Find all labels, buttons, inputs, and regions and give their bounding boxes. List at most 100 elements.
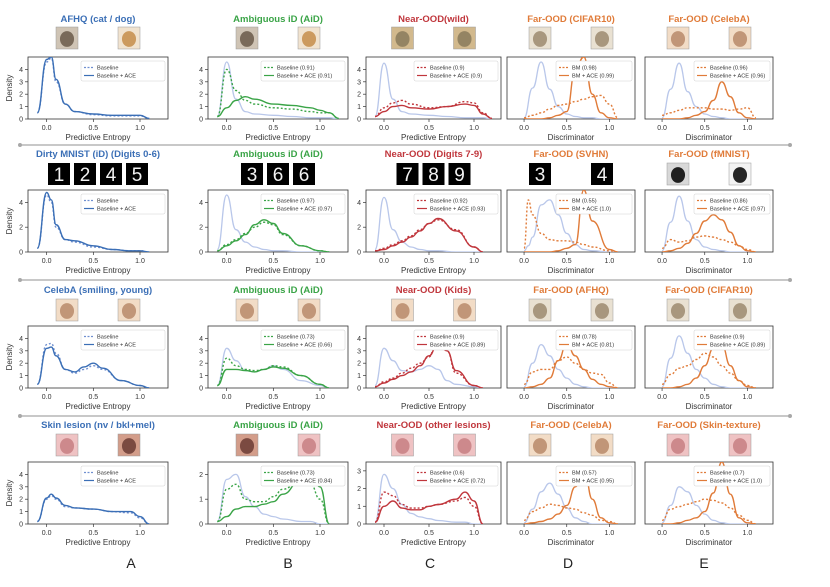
face-thumbnail-shape: [732, 31, 748, 47]
y-tick-label: 4: [199, 200, 203, 207]
x-tick-label: 0.5: [268, 394, 278, 401]
legend-box: [80, 465, 166, 487]
x-tick-label: 0.0: [379, 125, 389, 132]
digit-glyph: 3: [247, 165, 258, 186]
digit-glyph: 7: [402, 165, 413, 186]
legend-label-baseline: BM (0.55): [572, 199, 597, 205]
y-tick-label: 3: [199, 348, 203, 355]
digit-thumbnail: [293, 163, 315, 185]
x-axis-label: Predictive Entropy: [246, 266, 311, 275]
panel-r4-c5: Far-OOD (Skin-texture) 0.0 0.5 1.0 Discrimin…: [644, 420, 774, 547]
x-axis-label: Predictive Entropy: [401, 538, 466, 547]
y-tick-label: 4: [19, 200, 23, 207]
x-axis-label: Predictive Entropy: [401, 266, 466, 275]
face-thumbnail-shape: [59, 303, 75, 319]
plot-frame: [27, 56, 169, 120]
digit-thumbnail: [396, 163, 419, 185]
y-axis-label: Density: [5, 208, 14, 235]
x-tick-label: 0.5: [268, 530, 278, 537]
reference-curve: [523, 199, 618, 252]
skin-thumbnail-shape: [670, 438, 686, 454]
x-tick-label: 0.0: [657, 258, 667, 265]
y-tick-label: 1: [199, 497, 203, 504]
x-tick-label: 0.5: [268, 125, 278, 132]
x-tick-label: 0.5: [268, 258, 278, 265]
ace-curve: [217, 95, 339, 119]
baseline-curve: [374, 99, 493, 119]
y-axis-label: Density: [5, 75, 14, 102]
x-tick-label: 1.0: [315, 258, 325, 265]
plot-frame: [506, 325, 636, 389]
legend-box: [693, 193, 771, 215]
wild-thumbnail-shape: [395, 31, 410, 47]
panel-title: Dirty MNIST (iD) (Digits 0-6): [36, 149, 160, 160]
x-tick-label: 0.5: [424, 125, 434, 132]
legend-label-baseline: Baseline (0.73): [277, 471, 315, 477]
column-letter-e: E: [699, 555, 708, 571]
plot-frame: [27, 461, 169, 525]
x-tick-label: 0.5: [88, 125, 98, 132]
face-thumbnail-shape: [457, 303, 472, 319]
digit-thumbnail: [267, 163, 289, 185]
face-thumbnail-shape: [532, 438, 548, 454]
x-axis-label: Predictive Entropy: [66, 402, 131, 411]
wild-thumbnail-shape: [457, 31, 472, 47]
x-tick-label: 0.0: [42, 394, 52, 401]
ace-curve: [36, 57, 150, 119]
x-axis-label: Discriminator: [548, 266, 595, 275]
legend-box: [693, 465, 771, 487]
dog-thumbnail-shape: [121, 31, 137, 47]
x-tick-label: 0.0: [222, 530, 232, 537]
animal-thumbnail-shape: [532, 31, 548, 47]
legend-label-ace: BM + ACE (1.0): [572, 207, 611, 213]
skin-thumbnail-shape: [301, 438, 317, 454]
baseline-curve: [523, 199, 618, 252]
x-tick-label: 1.0: [135, 125, 145, 132]
x-tick-label: 0.5: [700, 530, 710, 537]
face-thumbnail-shape: [670, 31, 686, 47]
y-tick-label: 1: [357, 504, 361, 511]
y-tick-label: 4: [357, 67, 361, 74]
baseline-curve: [216, 478, 330, 524]
reference-curve: [523, 482, 618, 524]
baseline-curve: [662, 107, 757, 119]
divider-dot: [18, 278, 22, 282]
reference-curve: [374, 473, 483, 524]
x-tick-label: 1.0: [315, 394, 325, 401]
legend-label-ace: BM + ACE (0.95): [572, 479, 614, 485]
panel-title: Ambiguous iD (AiD): [233, 420, 323, 431]
ace-curve: [36, 493, 150, 524]
legend-box: [80, 60, 166, 82]
ace-curve: [36, 346, 150, 388]
y-tick-label: 4: [357, 336, 361, 343]
reference-curve: [661, 486, 756, 524]
y-tick-label: 3: [19, 484, 23, 491]
y-tick-label: 1: [19, 509, 23, 516]
y-tick-label: 0: [357, 386, 361, 393]
legend-box: [693, 329, 771, 351]
y-tick-label: 1: [199, 373, 203, 380]
y-tick-label: 0: [357, 117, 361, 124]
panel-title: AFHQ (cat / dog): [61, 14, 136, 25]
baseline-curve: [374, 219, 484, 252]
legend-label-baseline: BM (0.57): [572, 471, 597, 477]
legend-label-ace: Baseline + ACE (0.97): [277, 207, 332, 213]
x-axis-label: Discriminator: [548, 133, 595, 142]
x-tick-label: 0.0: [379, 394, 389, 401]
reference-curve: [661, 335, 756, 388]
plot-frame: [27, 189, 169, 253]
ace-curve: [374, 342, 484, 388]
y-tick-label: 4: [19, 336, 23, 343]
ace-curve: [662, 343, 756, 388]
y-tick-label: 2: [199, 225, 203, 232]
animal-thumbnail-shape: [732, 303, 748, 319]
legend-label-baseline: Baseline (0.9): [430, 66, 465, 72]
panel-r4-c4: Far-OOD (CelebA) 0.0 0.5 1.0 Discriminator BM…: [506, 420, 636, 547]
digit-thumbnail: [422, 163, 445, 185]
plot-frame: [506, 189, 636, 253]
y-axis-label: Density: [5, 480, 14, 507]
plot-frame: [365, 189, 502, 253]
legend-box: [260, 465, 346, 487]
digit-thumbnail: [241, 163, 263, 185]
